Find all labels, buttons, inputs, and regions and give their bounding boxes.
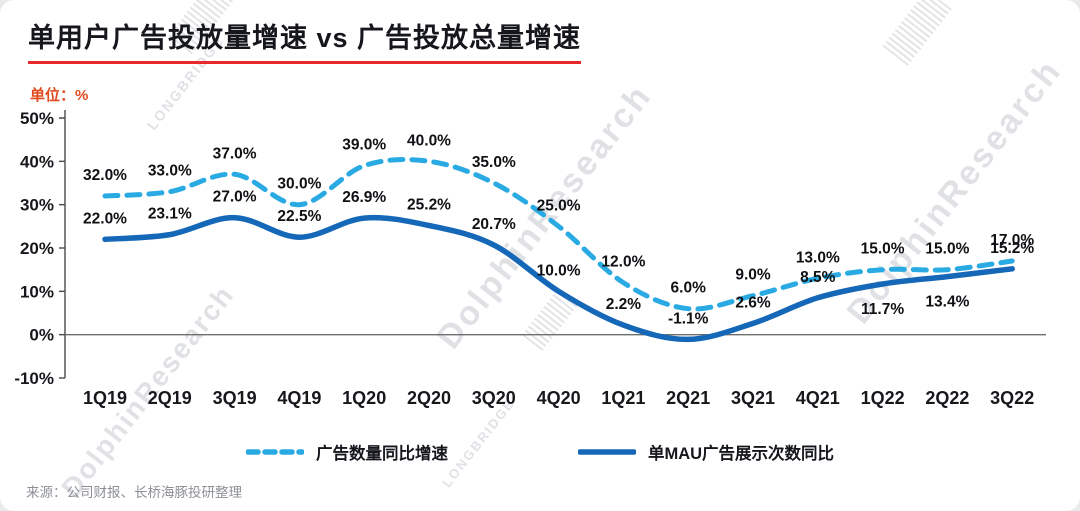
svg-text:25.0%: 25.0% bbox=[537, 197, 581, 214]
legend: 广告数量同比增速 单MAU广告展示次数同比 bbox=[0, 440, 1080, 464]
legend-label: 广告数量同比增速 bbox=[315, 445, 448, 463]
svg-text:9.0%: 9.0% bbox=[735, 267, 771, 284]
svg-text:20.7%: 20.7% bbox=[472, 216, 516, 233]
svg-text:2Q21: 2Q21 bbox=[666, 388, 710, 408]
legend-item-mau-ad-impressions: 单MAU广告展示次数同比 bbox=[577, 440, 835, 464]
svg-text:20%: 20% bbox=[20, 239, 54, 258]
svg-text:25.2%: 25.2% bbox=[407, 196, 451, 213]
svg-text:22.5%: 22.5% bbox=[277, 208, 321, 225]
svg-text:1Q22: 1Q22 bbox=[861, 388, 905, 408]
svg-text:8.5%: 8.5% bbox=[800, 269, 836, 286]
svg-text:10%: 10% bbox=[20, 282, 54, 301]
svg-text:13.0%: 13.0% bbox=[796, 249, 840, 266]
svg-text:30.0%: 30.0% bbox=[277, 176, 321, 193]
svg-text:15.0%: 15.0% bbox=[925, 241, 969, 258]
svg-text:6.0%: 6.0% bbox=[671, 280, 707, 297]
svg-text:2Q19: 2Q19 bbox=[148, 388, 192, 408]
svg-text:4Q19: 4Q19 bbox=[277, 388, 321, 408]
svg-text:-1.1%: -1.1% bbox=[668, 310, 709, 327]
svg-text:33.0%: 33.0% bbox=[148, 163, 192, 180]
svg-text:50%: 50% bbox=[20, 109, 54, 128]
svg-text:26.9%: 26.9% bbox=[342, 189, 386, 206]
svg-text:12.0%: 12.0% bbox=[601, 254, 645, 271]
svg-text:4Q20: 4Q20 bbox=[537, 388, 581, 408]
chart-title: 单用户广告投放量增速 vs 广告投放总量增速 bbox=[28, 16, 582, 64]
svg-text:1Q21: 1Q21 bbox=[601, 388, 645, 408]
svg-text:2Q22: 2Q22 bbox=[925, 388, 969, 408]
svg-text:2.6%: 2.6% bbox=[735, 294, 771, 311]
svg-text:10.0%: 10.0% bbox=[537, 262, 581, 279]
svg-text:39.0%: 39.0% bbox=[342, 137, 386, 154]
svg-text:17.0%: 17.0% bbox=[990, 232, 1034, 249]
svg-text:3Q21: 3Q21 bbox=[731, 388, 775, 408]
svg-text:37.0%: 37.0% bbox=[213, 145, 257, 162]
svg-text:3Q22: 3Q22 bbox=[990, 388, 1034, 408]
dashed-line-sample-icon bbox=[245, 449, 304, 455]
svg-text:2.2%: 2.2% bbox=[606, 296, 642, 313]
svg-text:11.7%: 11.7% bbox=[861, 301, 904, 318]
svg-text:15.0%: 15.0% bbox=[861, 241, 905, 258]
svg-text:1Q19: 1Q19 bbox=[83, 388, 127, 408]
svg-text:4Q21: 4Q21 bbox=[796, 388, 840, 408]
svg-text:3Q20: 3Q20 bbox=[472, 388, 516, 408]
svg-text:1Q20: 1Q20 bbox=[342, 388, 386, 408]
svg-text:2Q20: 2Q20 bbox=[407, 388, 451, 408]
legend-item-ad-volume-growth: 广告数量同比增速 bbox=[245, 440, 448, 464]
unit-label: 单位：% bbox=[30, 87, 89, 104]
svg-text:0%: 0% bbox=[29, 326, 54, 345]
legend-label: 单MAU广告展示次数同比 bbox=[647, 445, 835, 463]
svg-text:23.1%: 23.1% bbox=[148, 206, 192, 223]
svg-text:32.0%: 32.0% bbox=[83, 167, 127, 184]
solid-line-sample-icon bbox=[577, 449, 636, 455]
svg-text:30%: 30% bbox=[20, 196, 54, 215]
svg-text:27.0%: 27.0% bbox=[213, 189, 257, 206]
svg-text:-10%: -10% bbox=[14, 369, 54, 388]
svg-text:15.2%: 15.2% bbox=[990, 240, 1034, 257]
source-note: 来源：公司财报、长桥海豚投研整理 bbox=[26, 485, 242, 500]
svg-text:40.0%: 40.0% bbox=[407, 132, 451, 149]
svg-text:35.0%: 35.0% bbox=[472, 154, 516, 171]
svg-text:13.4%: 13.4% bbox=[925, 294, 969, 311]
svg-text:22.0%: 22.0% bbox=[83, 210, 127, 227]
svg-text:3Q19: 3Q19 bbox=[213, 388, 257, 408]
svg-text:40%: 40% bbox=[20, 152, 54, 171]
